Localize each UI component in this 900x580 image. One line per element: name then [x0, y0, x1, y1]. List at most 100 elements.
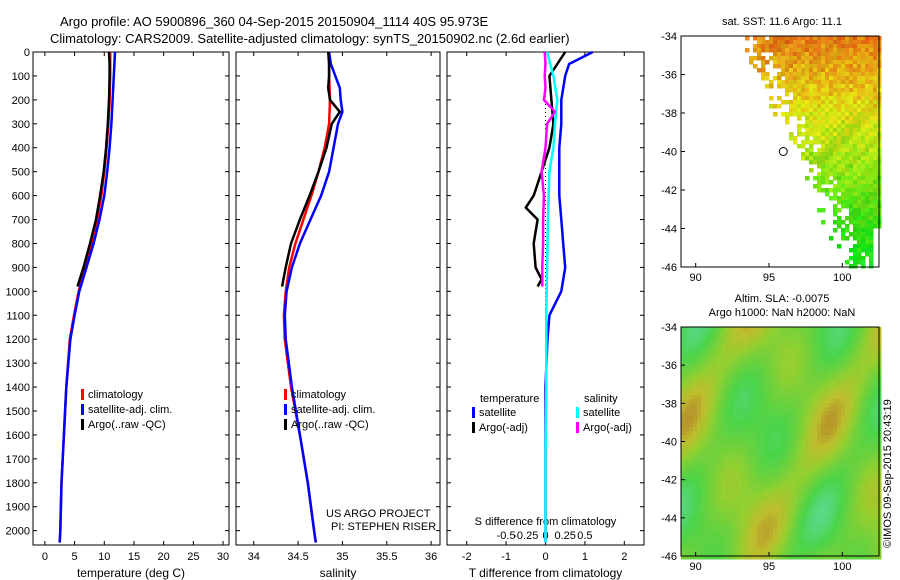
sla-map-cell — [829, 539, 834, 544]
sst-map-cell — [873, 108, 878, 113]
sst-map-cell — [821, 56, 826, 61]
sst-map-cell — [809, 36, 814, 41]
sst-map-cell — [841, 164, 846, 169]
sla-map-cell — [797, 511, 802, 516]
sla-map-cell — [789, 487, 794, 492]
sla-map-ytick-label: -42 — [661, 475, 677, 487]
sst-map-cell — [813, 128, 818, 133]
sla-map-cell — [685, 347, 690, 352]
sla-map-cell — [737, 339, 742, 344]
sst-map-cell — [873, 220, 878, 225]
sla-map-cell — [709, 459, 714, 464]
sla-map-cell — [857, 547, 862, 552]
sst-map-cell — [849, 232, 854, 237]
sla-map-cell — [801, 499, 806, 504]
sla-map-cell — [709, 491, 714, 496]
sla-map-cell — [841, 483, 846, 488]
sla-map-cell — [737, 531, 742, 536]
sla-map-cell — [709, 435, 714, 440]
sst-map-cell — [765, 40, 770, 45]
sla-map-cell — [837, 479, 842, 484]
sla-map-cell — [713, 483, 718, 488]
sla-map-cell — [793, 359, 798, 364]
sst-map-cell — [865, 116, 870, 121]
sst-map-cell — [789, 40, 794, 45]
sla-map-cell — [777, 543, 782, 548]
sla-map-cell — [849, 335, 854, 340]
sla-map-cell — [709, 339, 714, 344]
sla-map-cell — [709, 523, 714, 528]
sst-map-cell — [805, 124, 810, 129]
sla-map-cell — [705, 419, 710, 424]
sla-map-cell — [829, 363, 834, 368]
sst-map-cell — [853, 156, 858, 161]
sst-map-cell — [789, 48, 794, 53]
sla-map-cell — [717, 543, 722, 548]
sla-map-cell — [781, 387, 786, 392]
sla-map-cell — [725, 523, 730, 528]
sla-map-cell — [713, 359, 718, 364]
sla-map-cell — [789, 507, 794, 512]
sla-map-cell — [865, 523, 870, 528]
sla-map-cell — [729, 519, 734, 524]
sst-map-cell — [841, 232, 846, 237]
sst-map-cell — [829, 52, 834, 57]
sla-map-cell — [717, 383, 722, 388]
sst-map-cell — [833, 148, 838, 153]
sla-map-cell — [833, 443, 838, 448]
difference-profile-top-xtick-label: 0.5 — [577, 530, 592, 542]
sla-map-cell — [721, 395, 726, 400]
sla-map-cell — [689, 379, 694, 384]
sla-map-cell — [705, 435, 710, 440]
sst-map-cell — [845, 52, 850, 57]
sla-map-cell — [865, 343, 870, 348]
sla-map-cell — [829, 395, 834, 400]
sla-map-cell — [789, 419, 794, 424]
sst-map-cell — [857, 136, 862, 141]
sla-map-cell — [697, 543, 702, 548]
sla-map-cell — [713, 479, 718, 484]
sla-map-cell — [813, 527, 818, 532]
sla-map-cell — [729, 507, 734, 512]
sla-map-cell — [733, 527, 738, 532]
sla-map-cell — [853, 411, 858, 416]
sla-map-cell — [733, 435, 738, 440]
sla-map-cell — [861, 427, 866, 432]
sla-map-cell — [829, 555, 834, 560]
sla-map-cell — [721, 503, 726, 508]
sla-map-cell — [837, 335, 842, 340]
sla-map-cell — [793, 423, 798, 428]
sla-map-cell — [853, 539, 858, 544]
sla-map-cell — [689, 387, 694, 392]
sla-map-cell — [693, 531, 698, 536]
sla-map-cell — [821, 491, 826, 496]
sla-map-cell — [865, 339, 870, 344]
sst-map-cell — [857, 44, 862, 49]
sla-map-cell — [857, 527, 862, 532]
sla-map-cell — [865, 539, 870, 544]
sla-map-cell — [785, 335, 790, 340]
sst-map-cell — [789, 104, 794, 109]
sla-map-cell — [817, 487, 822, 492]
sla-map-cell — [865, 443, 870, 448]
sst-map-cell — [805, 148, 810, 153]
sst-map-cell — [813, 108, 818, 113]
sla-map-cell — [845, 431, 850, 436]
sla-map-cell — [741, 363, 746, 368]
sst-map-cell — [837, 164, 842, 169]
sla-map-cell — [769, 455, 774, 460]
sla-map-cell — [841, 439, 846, 444]
sla-map-cell — [729, 539, 734, 544]
sst-map-cell — [865, 236, 870, 241]
sla-map-cell — [761, 347, 766, 352]
sst-map-cell — [849, 108, 854, 113]
sla-map-cell — [753, 527, 758, 532]
legend-label: Argo(..raw -QC) — [88, 419, 166, 431]
sla-map-cell — [821, 419, 826, 424]
sla-map-cell — [717, 327, 722, 332]
sla-map-cell — [745, 375, 750, 380]
sst-map-cell — [813, 68, 818, 73]
sla-map-cell — [705, 495, 710, 500]
sla-map-cell — [861, 499, 866, 504]
sla-map-cell — [733, 483, 738, 488]
